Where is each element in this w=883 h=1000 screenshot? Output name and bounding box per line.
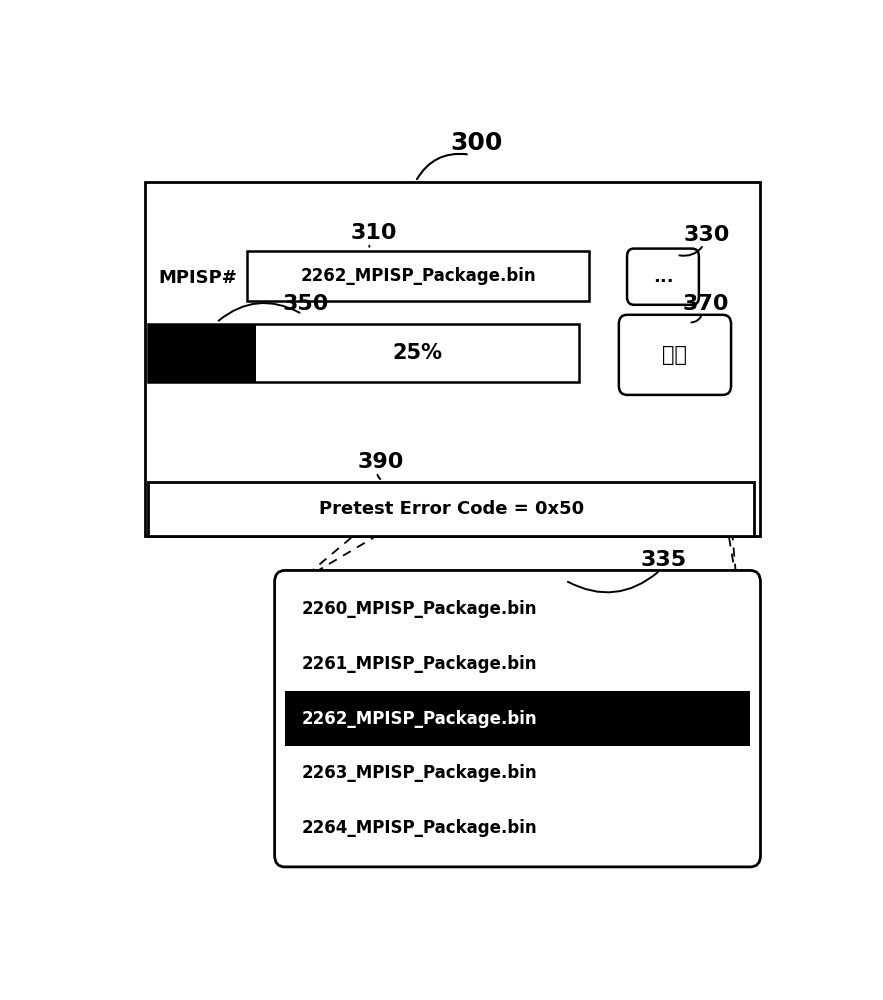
Text: 2263_MPISP_Package.bin: 2263_MPISP_Package.bin [302, 764, 538, 782]
Text: 2260_MPISP_Package.bin: 2260_MPISP_Package.bin [302, 600, 538, 618]
Text: 335: 335 [640, 550, 686, 570]
FancyBboxPatch shape [627, 249, 699, 305]
Text: Pretest Error Code = 0x50: Pretest Error Code = 0x50 [319, 500, 584, 518]
Text: 2262_MPISP_Package.bin: 2262_MPISP_Package.bin [302, 710, 538, 728]
Bar [148, 482, 754, 536]
Text: 2264_MPISP_Package.bin: 2264_MPISP_Package.bin [302, 819, 538, 837]
Text: 25%: 25% [392, 343, 442, 363]
Text: 350: 350 [283, 294, 328, 314]
Text: 300: 300 [450, 131, 502, 155]
Text: 390: 390 [358, 452, 404, 472]
Bar [285, 691, 751, 746]
Bar [145, 182, 760, 536]
Text: 370: 370 [683, 294, 729, 314]
Bar [247, 251, 590, 301]
Text: 330: 330 [684, 225, 730, 245]
Bar [148, 324, 256, 382]
Text: MPISP#: MPISP# [158, 269, 238, 287]
FancyBboxPatch shape [619, 315, 731, 395]
Bar [148, 324, 579, 382]
Text: 310: 310 [351, 223, 397, 243]
FancyBboxPatch shape [275, 570, 760, 867]
Text: 2262_MPISP_Package.bin: 2262_MPISP_Package.bin [300, 267, 536, 285]
Text: 2261_MPISP_Package.bin: 2261_MPISP_Package.bin [302, 655, 538, 673]
Text: ...: ... [653, 268, 673, 286]
Text: 开始: 开始 [662, 345, 688, 365]
